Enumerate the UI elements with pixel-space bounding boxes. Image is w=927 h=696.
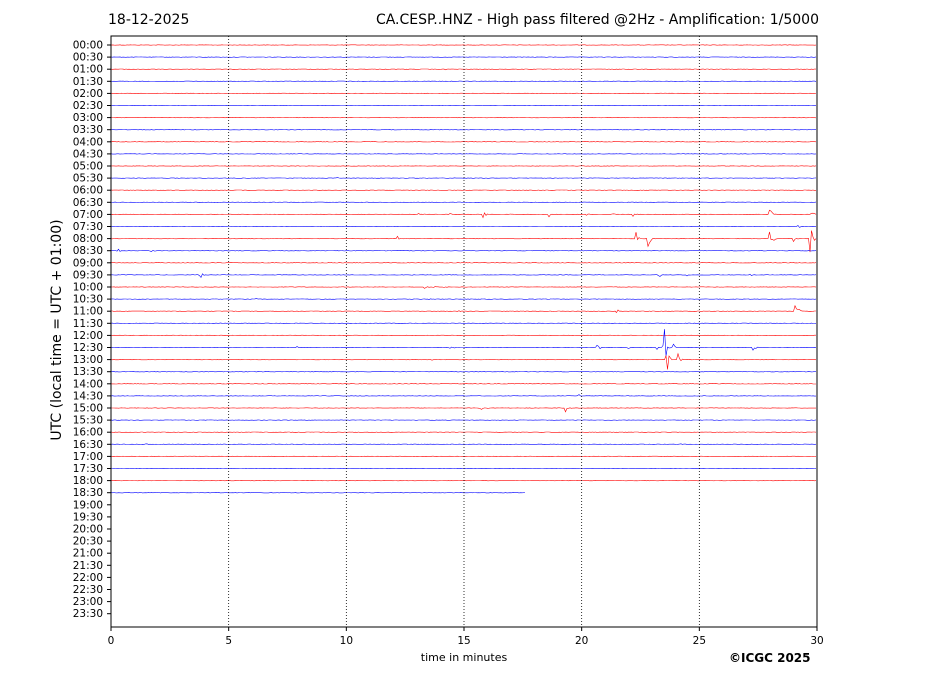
y-tick-label: 16:30 [73,439,103,451]
trace-1300 [110,352,817,370]
y-tick-label: 22:30 [73,584,103,596]
y-axis-label: UTC (local time = UTC + 01:00) [49,219,65,441]
y-tick-label: 18:00 [73,475,103,487]
trace-0700 [110,209,817,219]
y-tick-label: 12:30 [73,342,103,354]
y-tick-label: 21:00 [73,548,103,560]
y-tick-label: 13:00 [73,354,103,366]
trace-0530 [110,177,817,179]
trace-1430 [110,394,816,397]
y-tick-label: 15:00 [73,403,103,415]
y-tick-label: 01:30 [73,76,103,88]
y-tick-label: 03:00 [73,112,103,124]
y-tick-label: 04:00 [73,136,103,148]
y-tick-label: 09:00 [73,257,103,269]
trace-1100 [110,304,816,313]
trace-0900 [110,262,817,264]
x-tick-label: 5 [225,635,232,647]
trace-1130 [110,322,817,324]
y-tick-label: 10:00 [73,282,103,294]
trace-1500 [111,407,816,413]
y-tick-label: 08:30 [73,245,103,257]
grid-layer [228,36,700,627]
trace-1230 [110,329,817,356]
y-tick-label: 06:00 [73,185,103,197]
y-tick-label: 07:00 [73,209,103,221]
y-tick-label: 02:30 [73,100,103,112]
trace-0730 [110,225,817,228]
copyright-label: ©ICGC 2025 [729,651,811,665]
traces-layer [110,44,817,494]
x-tick-label: 30 [810,635,823,647]
y-tick-label: 23:30 [73,608,103,620]
x-ticks: 0 5 10 15 20 25 30 [108,627,824,647]
y-tick-label: 14:00 [73,378,103,390]
y-ticks: 00:0000:3001:0001:3002:0002:3003:0003:30… [73,40,111,620]
x-tick-label: 15 [457,635,470,647]
y-tick-label: 05:30 [73,173,103,185]
y-tick-label: 05:00 [73,161,103,173]
y-tick-label: 19:00 [73,499,103,511]
trace-0930 [110,273,817,278]
x-tick-label: 0 [108,635,115,647]
trace-0800 [110,230,817,253]
y-tick-label: 18:30 [73,487,103,499]
y-tick-label: 14:30 [73,390,103,402]
trace-1630 [110,443,817,445]
trace-0100 [110,68,817,71]
y-tick-label: 00:30 [73,52,103,64]
trace-0830 [110,248,817,252]
x-tick-label: 25 [693,635,706,647]
y-tick-label: 17:30 [73,463,103,475]
y-tick-label: 06:30 [73,197,103,209]
chart-title: CA.CESP..HNZ - High pass filtered @2Hz -… [375,12,819,28]
y-tick-label: 00:00 [73,40,103,52]
y-tick-label: 07:30 [73,221,103,233]
x-tick-label: 10 [340,635,353,647]
y-tick-label: 12:00 [73,330,103,342]
y-tick-label: 22:00 [73,572,103,584]
y-tick-label: 19:30 [73,511,103,523]
date-label: 18-12-2025 [108,12,190,28]
y-tick-label: 20:00 [73,524,103,536]
y-tick-label: 23:00 [73,596,103,608]
y-tick-label: 04:30 [73,148,103,160]
y-tick-label: 08:00 [73,233,103,245]
y-tick-label: 13:30 [73,366,103,378]
y-tick-label: 11:30 [73,318,103,330]
trace-1030 [110,297,817,300]
y-tick-label: 15:30 [73,415,103,427]
y-tick-label: 11:00 [73,306,103,318]
trace-1000 [110,286,817,289]
y-tick-label: 16:00 [73,427,103,439]
y-tick-label: 17:00 [73,451,103,463]
y-tick-label: 20:30 [73,536,103,548]
plot-frame [110,35,818,628]
y-tick-label: 02:00 [73,88,103,100]
y-tick-label: 03:30 [73,124,103,136]
x-axis-label: time in minutes [420,651,508,664]
y-tick-label: 21:30 [73,560,103,572]
y-tick-label: 09:30 [73,269,103,281]
x-tick-label: 20 [575,635,588,647]
y-tick-label: 01:00 [73,64,103,76]
y-tick-label: 10:30 [73,294,103,306]
